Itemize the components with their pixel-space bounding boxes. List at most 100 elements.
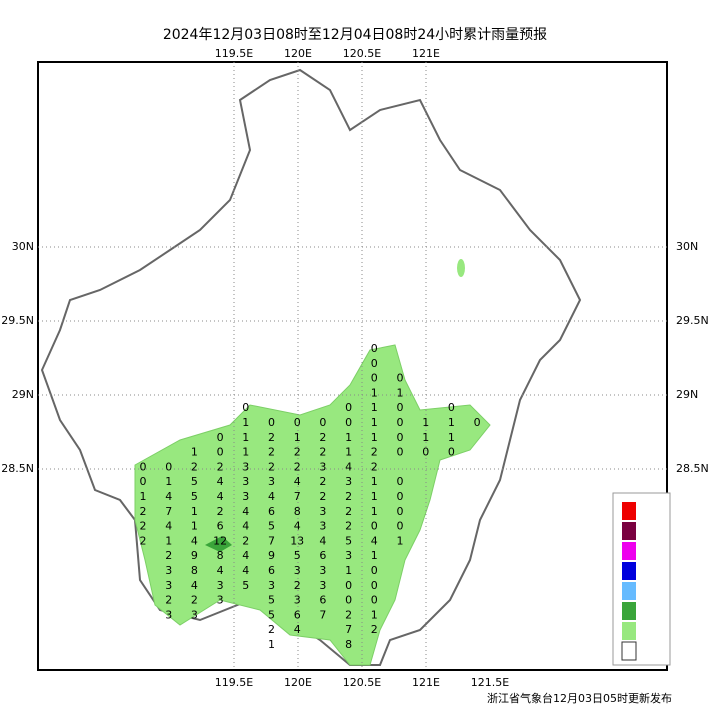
station-value: 3 — [319, 460, 326, 473]
station-value: 2 — [345, 520, 352, 533]
station-value: 6 — [294, 608, 301, 621]
lon-label: 119.5E — [215, 47, 253, 60]
station-value: 3 — [319, 564, 326, 577]
station-value: 1 — [191, 520, 198, 533]
station-value: 5 — [191, 490, 198, 503]
station-value: 1 — [371, 431, 378, 444]
station-value: 1 — [165, 475, 172, 488]
station-value: 0 — [371, 564, 378, 577]
station-value: 0 — [345, 594, 352, 607]
station-value: 9 — [191, 549, 198, 562]
station-value: 2 — [319, 431, 326, 444]
station-value: 2 — [140, 505, 147, 518]
station-value: 0 — [448, 401, 455, 414]
station-value: 0 — [140, 475, 147, 488]
station-value: 0 — [345, 579, 352, 592]
station-value: 1 — [448, 416, 455, 429]
legend-swatch — [622, 502, 636, 520]
station-value: 2 — [242, 534, 249, 547]
station-value: 0 — [397, 416, 404, 429]
station-value: 1 — [371, 475, 378, 488]
station-value: 3 — [165, 608, 172, 621]
station-value: 6 — [319, 549, 326, 562]
station-value: 3 — [165, 564, 172, 577]
station-value: 2 — [294, 579, 301, 592]
station-value: 1 — [371, 505, 378, 518]
station-value: 2 — [191, 594, 198, 607]
lon-label: 120E — [284, 47, 312, 60]
station-value: 0 — [140, 460, 147, 473]
station-value: 3 — [319, 520, 326, 533]
station-value: 1 — [345, 564, 352, 577]
station-value: 3 — [319, 505, 326, 518]
map-frame — [37, 61, 668, 671]
station-value: 5 — [268, 520, 275, 533]
station-value: 1 — [397, 386, 404, 399]
station-value: 12 — [213, 534, 227, 547]
station-value: 7 — [268, 534, 275, 547]
station-value: 3 — [217, 594, 224, 607]
station-value: 7 — [319, 608, 326, 621]
station-value: 2 — [217, 460, 224, 473]
station-value: 1 — [191, 505, 198, 518]
station-value: 4 — [217, 490, 224, 503]
station-value: 6 — [217, 520, 224, 533]
station-value: 1 — [448, 431, 455, 444]
station-value: 0 — [448, 446, 455, 459]
station-value: 3 — [294, 564, 301, 577]
station-value: 3 — [319, 579, 326, 592]
station-value: 2 — [319, 490, 326, 503]
station-value: 0 — [397, 475, 404, 488]
station-value: 1 — [371, 416, 378, 429]
station-value: 3 — [345, 549, 352, 562]
station-value: 2 — [345, 608, 352, 621]
station-value: 4 — [191, 579, 198, 592]
station-value: 2 — [140, 534, 147, 547]
station-value: 2 — [140, 520, 147, 533]
station-value: 7 — [165, 505, 172, 518]
station-value: 4 — [217, 475, 224, 488]
station-value: 8 — [294, 505, 301, 518]
station-value: 4 — [242, 520, 249, 533]
lon-label: 121E — [412, 47, 440, 60]
station-value: 6 — [268, 505, 275, 518]
legend-box — [612, 492, 671, 666]
station-value: 2 — [345, 490, 352, 503]
station-value: 8 — [345, 638, 352, 651]
station-value: 5 — [294, 549, 301, 562]
station-value: 5 — [191, 475, 198, 488]
station-value: 1 — [371, 401, 378, 414]
rain-area — [134, 344, 491, 666]
station-value: 1 — [165, 534, 172, 547]
station-value: 1 — [345, 446, 352, 459]
station-value: 1 — [371, 608, 378, 621]
legend-swatch — [622, 602, 636, 620]
station-value: 3 — [242, 460, 249, 473]
station-value: 0 — [242, 401, 249, 414]
station-value: 3 — [191, 608, 198, 621]
rain-spot — [457, 259, 465, 277]
station-value: 4 — [294, 475, 301, 488]
lat-label: 29.5N — [1, 314, 34, 327]
station-value: 5 — [242, 579, 249, 592]
station-value: 4 — [268, 490, 275, 503]
station-value: 2 — [371, 446, 378, 459]
station-value: 5 — [345, 534, 352, 547]
station-value: 0 — [345, 416, 352, 429]
station-value: 2 — [217, 505, 224, 518]
station-value: 6 — [319, 594, 326, 607]
station-value: 3 — [242, 490, 249, 503]
station-value: 4 — [217, 564, 224, 577]
station-value: 4 — [242, 549, 249, 562]
station-value: 1 — [371, 490, 378, 503]
station-value: 0 — [319, 416, 326, 429]
station-value: 3 — [268, 475, 275, 488]
legend-swatch — [622, 522, 636, 540]
station-value: 1 — [242, 416, 249, 429]
footer-text: 浙江省气象台12月03日05时更新发布 — [487, 691, 672, 705]
station-value: 2 — [268, 460, 275, 473]
lat-label: 30N — [676, 240, 698, 253]
lon-label: 120.5E — [343, 47, 381, 60]
